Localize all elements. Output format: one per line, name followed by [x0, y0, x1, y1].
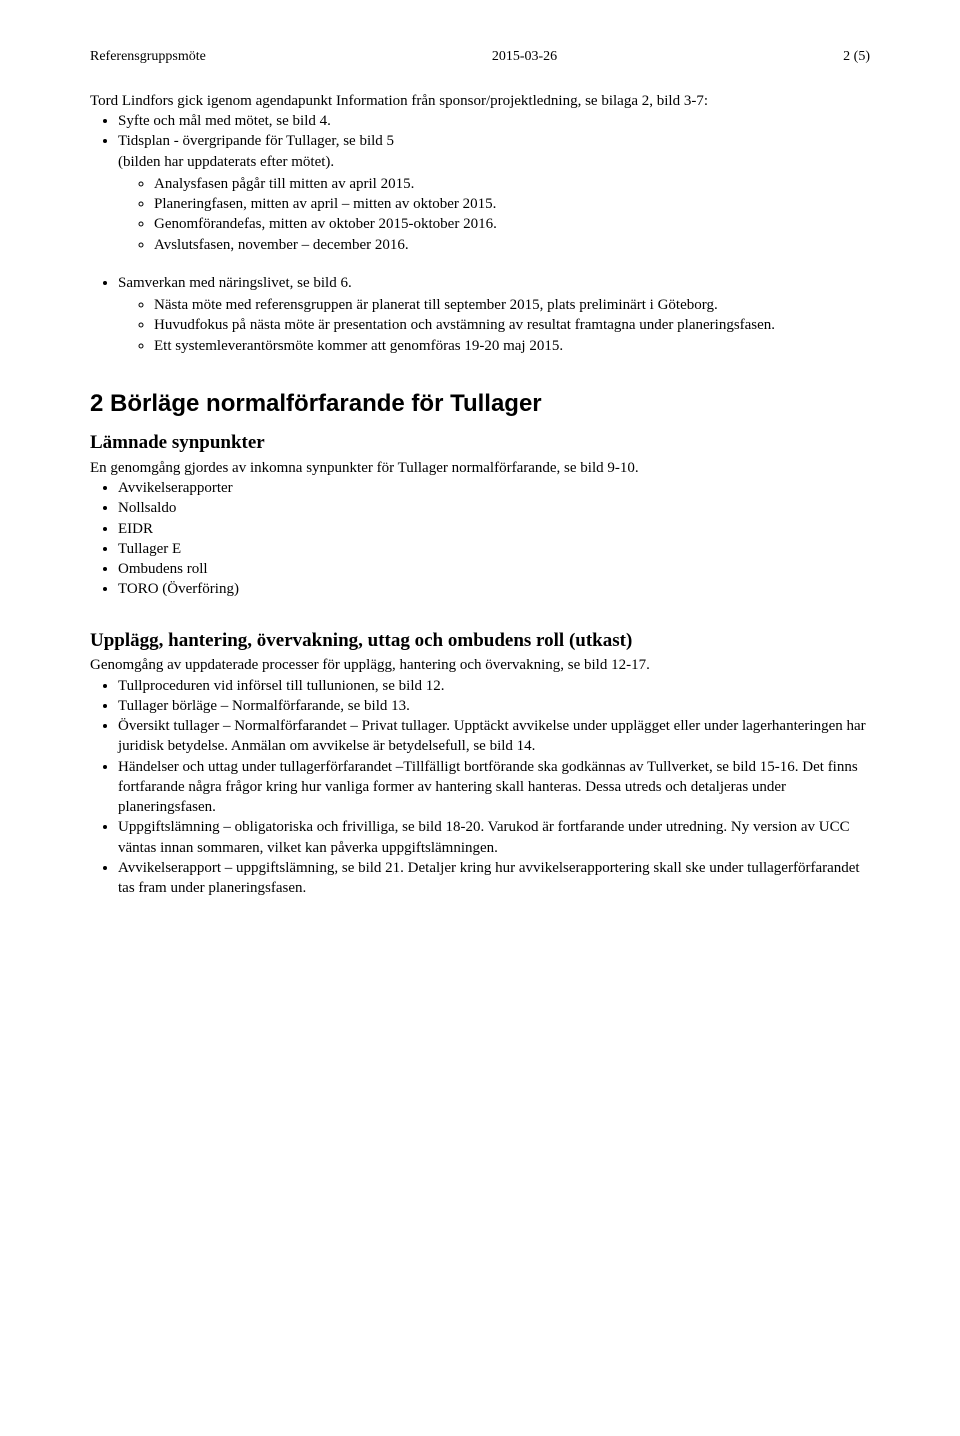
samverkan-sublist: Nästa möte med referensgruppen är planer… — [118, 295, 870, 356]
lamnade-bullets: Avvikelserapporter Nollsaldo EIDR Tullag… — [90, 478, 870, 600]
bullet-text: Samverkan med näringslivet, se bild 6. — [118, 275, 352, 291]
bullet-text: Nollsaldo — [118, 500, 176, 516]
list-item: Avvikelserapport – uppgiftslämning, se b… — [118, 858, 870, 899]
tidsplan-sublist: Analysfasen pågår till mitten av april 2… — [118, 174, 870, 255]
list-item: Avslutsfasen, november – december 2016. — [154, 235, 870, 255]
list-item: Tullager E — [118, 539, 870, 559]
list-item: TORO (Överföring) — [118, 579, 870, 599]
section-2-heading: 2 Börläge normalförfarande för Tullager — [90, 388, 870, 420]
bullet-text: Ombudens roll — [118, 561, 208, 577]
bullet-text: Tidsplan - övergripande för Tullager, se… — [118, 133, 394, 169]
bullet-text: Tullproceduren vid införsel till tulluni… — [118, 678, 445, 694]
upplagg-intro: Genomgång av uppdaterade processer för u… — [90, 655, 870, 675]
bullet-text: Planeringfasen, mitten av april – mitten… — [154, 196, 496, 212]
list-item: Översikt tullager – Normalförfarandet – … — [118, 716, 870, 757]
header-center: 2015-03-26 — [492, 48, 557, 67]
header-right: 2 (5) — [843, 48, 870, 67]
bullet-text: Genomförandefas, mitten av oktober 2015-… — [154, 216, 497, 232]
list-item: Uppgiftslämning – obligatoriska och friv… — [118, 817, 870, 858]
page-header: Referensgruppsmöte 2015-03-26 2 (5) — [90, 48, 870, 67]
list-item: Avvikelserapporter — [118, 478, 870, 498]
list-item: Planeringfasen, mitten av april – mitten… — [154, 194, 870, 214]
list-item: Ombudens roll — [118, 559, 870, 579]
list-item: EIDR — [118, 519, 870, 539]
bullet-text: Uppgiftslämning – obligatoriska och friv… — [118, 819, 850, 855]
bullet-text: Avvikelserapporter — [118, 480, 233, 496]
bullet-text: Avvikelserapport – uppgiftslämning, se b… — [118, 860, 860, 896]
list-item: Tidsplan - övergripande för Tullager, se… — [118, 131, 870, 255]
bullet-text: Tullager E — [118, 541, 181, 557]
bullet-text: Huvudfokus på nästa möte är presentation… — [154, 317, 775, 333]
bullet-text: TORO (Överföring) — [118, 581, 239, 597]
bullet-text: Nästa möte med referensgruppen är planer… — [154, 297, 718, 313]
bullet-text: Avslutsfasen, november – december 2016. — [154, 237, 409, 253]
list-item: Nästa möte med referensgruppen är planer… — [154, 295, 870, 315]
page: Referensgruppsmöte 2015-03-26 2 (5) Tord… — [0, 0, 960, 1436]
list-item: Analysfasen pågår till mitten av april 2… — [154, 174, 870, 194]
intro-paragraph: Tord Lindfors gick igenom agendapunkt In… — [90, 91, 870, 111]
intro-bullets: Syfte och mål med mötet, se bild 4. Tids… — [90, 111, 870, 255]
list-item: Syfte och mål med mötet, se bild 4. — [118, 111, 870, 131]
bullet-text: Översikt tullager – Normalförfarandet – … — [118, 718, 866, 754]
header-left: Referensgruppsmöte — [90, 48, 206, 67]
bullet-text: Syfte och mål med mötet, se bild 4. — [118, 113, 331, 129]
lamnade-subhead: Lämnade synpunkter — [90, 430, 870, 456]
bullet-text: Ett systemleverantörsmöte kommer att gen… — [154, 338, 563, 354]
samverkan-bullets: Samverkan med näringslivet, se bild 6. N… — [90, 273, 870, 356]
list-item: Tullager börläge – Normalförfarande, se … — [118, 696, 870, 716]
list-item: Samverkan med näringslivet, se bild 6. N… — [118, 273, 870, 356]
list-item: Ett systemleverantörsmöte kommer att gen… — [154, 336, 870, 356]
bullet-text: Analysfasen pågår till mitten av april 2… — [154, 176, 414, 192]
lamnade-intro: En genomgång gjordes av inkomna synpunkt… — [90, 458, 870, 478]
list-item: Genomförandefas, mitten av oktober 2015-… — [154, 214, 870, 234]
upplagg-bullets: Tullproceduren vid införsel till tulluni… — [90, 676, 870, 899]
upplagg-subhead: Upplägg, hantering, övervakning, uttag o… — [90, 628, 870, 654]
list-item: Huvudfokus på nästa möte är presentation… — [154, 315, 870, 335]
bullet-text: Händelser och uttag under tullagerförfar… — [118, 759, 858, 816]
list-item: Nollsaldo — [118, 498, 870, 518]
bullet-text: EIDR — [118, 521, 153, 537]
bullet-text: Tullager börläge – Normalförfarande, se … — [118, 698, 410, 714]
list-item: Tullproceduren vid införsel till tulluni… — [118, 676, 870, 696]
list-item: Händelser och uttag under tullagerförfar… — [118, 757, 870, 818]
